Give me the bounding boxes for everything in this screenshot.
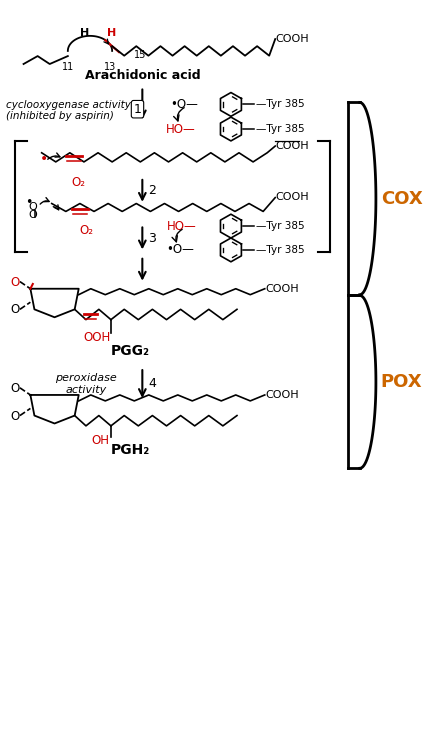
Text: —Tyr 385: —Tyr 385 xyxy=(256,124,305,134)
Text: H: H xyxy=(107,28,116,38)
Text: OOH: OOH xyxy=(83,331,111,344)
Text: COX: COX xyxy=(381,190,422,208)
Text: PGH₂: PGH₂ xyxy=(110,443,150,457)
Text: —Tyr 385: —Tyr 385 xyxy=(256,99,305,110)
Text: COOH: COOH xyxy=(265,390,299,400)
Text: O: O xyxy=(10,409,20,422)
Text: O: O xyxy=(10,303,20,316)
Text: COOH: COOH xyxy=(275,191,309,202)
Text: •O—: •O— xyxy=(171,98,199,111)
Text: 2: 2 xyxy=(149,184,156,197)
Text: POX: POX xyxy=(381,373,422,391)
Text: 1: 1 xyxy=(134,103,141,116)
Text: O₂: O₂ xyxy=(71,177,85,189)
Text: HO—: HO— xyxy=(166,122,196,135)
Text: PGG₂: PGG₂ xyxy=(111,344,150,358)
Text: O: O xyxy=(29,210,38,220)
Text: H: H xyxy=(80,28,89,38)
Text: 4: 4 xyxy=(149,378,156,390)
Text: OH: OH xyxy=(91,434,109,447)
Text: O: O xyxy=(10,275,20,289)
Text: COOH: COOH xyxy=(275,141,309,151)
Text: COOH: COOH xyxy=(275,34,309,44)
Text: 13: 13 xyxy=(104,62,116,71)
Text: peroxidase
activity: peroxidase activity xyxy=(55,373,117,394)
Text: •: • xyxy=(25,197,32,209)
Text: —Tyr 385: —Tyr 385 xyxy=(256,221,305,231)
Text: •O—: •O— xyxy=(166,244,195,256)
Text: cyclooxygenase activity
(inhibited by aspirin): cyclooxygenase activity (inhibited by as… xyxy=(6,99,131,121)
Text: HO—: HO— xyxy=(167,219,197,233)
Text: •: • xyxy=(40,152,48,166)
Text: O: O xyxy=(10,382,20,394)
Text: —Tyr 385: —Tyr 385 xyxy=(256,245,305,255)
Text: 15: 15 xyxy=(134,49,146,60)
Text: 3: 3 xyxy=(149,232,156,244)
Text: O: O xyxy=(29,202,38,212)
Text: 11: 11 xyxy=(62,62,74,71)
Text: Arachidonic acid: Arachidonic acid xyxy=(84,69,200,82)
Text: COOH: COOH xyxy=(265,284,299,294)
Text: O₂: O₂ xyxy=(79,224,93,237)
